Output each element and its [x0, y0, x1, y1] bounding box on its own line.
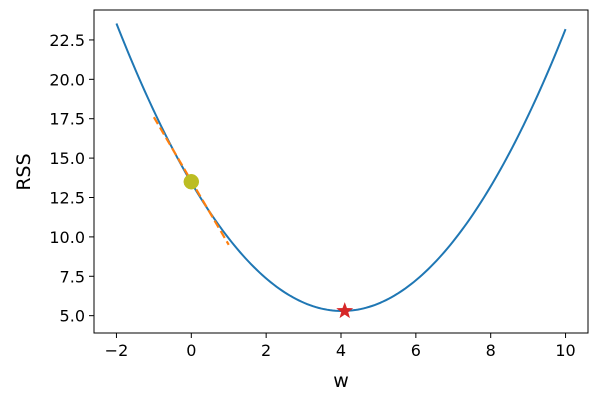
- y-tick-label: 15.0: [49, 149, 85, 168]
- y-tick-label: 5.0: [60, 307, 85, 326]
- plot-area: [93, 9, 589, 334]
- x-tick-label: 8: [486, 341, 496, 360]
- x-tick-label: −2: [105, 341, 129, 360]
- minimum-star-marker: [336, 302, 354, 319]
- axes-frame: [93, 9, 589, 334]
- y-tick-label: 22.5: [49, 31, 85, 50]
- x-tick-label: 6: [411, 341, 421, 360]
- x-tick-label: 4: [336, 341, 346, 360]
- y-tick-label: 17.5: [49, 110, 85, 129]
- chart-marks: [115, 23, 567, 319]
- y-tick-label: 12.5: [49, 188, 85, 207]
- x-tick-label: 10: [555, 341, 575, 360]
- x-tick-label: 2: [261, 341, 271, 360]
- y-tick-label: 20.0: [49, 70, 85, 89]
- y-tick-label: 10.0: [49, 228, 85, 247]
- x-axis-ticks: −2 0 2 4 6 8 10: [105, 333, 576, 360]
- y-axis-label: RSS: [13, 153, 35, 190]
- rss-curve-line: [115, 23, 567, 312]
- x-tick-label: 0: [186, 341, 196, 360]
- y-axis-ticks: 5.0 7.5 10.0 12.5 15.0 17.5 20.0 22.5: [49, 31, 94, 326]
- current-point-marker: [183, 173, 200, 190]
- x-axis-label: w: [333, 370, 349, 392]
- y-tick-label: 7.5: [60, 267, 85, 286]
